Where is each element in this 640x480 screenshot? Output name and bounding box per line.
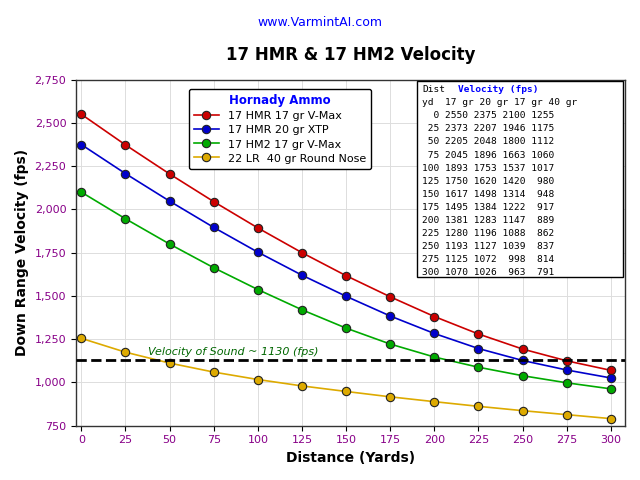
Text: 125 1750 1620 1420  980: 125 1750 1620 1420 980: [422, 177, 554, 186]
Text: 225 1280 1196 1088  862: 225 1280 1196 1088 862: [422, 229, 554, 238]
Bar: [417, 82, 623, 277]
X-axis label: Distance (Yards): Distance (Yards): [286, 451, 415, 465]
Text: Velocity (fps): Velocity (fps): [458, 85, 538, 95]
Text: 200 1381 1283 1147  889: 200 1381 1283 1147 889: [422, 216, 554, 225]
Text: 50 2205 2048 1800 1112: 50 2205 2048 1800 1112: [422, 137, 554, 146]
Text: 0 2550 2375 2100 1255: 0 2550 2375 2100 1255: [422, 111, 554, 120]
Text: 100 1893 1753 1537 1017: 100 1893 1753 1537 1017: [422, 164, 554, 173]
Y-axis label: Down Range Velocity (fps): Down Range Velocity (fps): [15, 149, 29, 356]
Text: 300 1070 1026  963  791: 300 1070 1026 963 791: [422, 268, 554, 277]
Legend: 17 HMR 17 gr V-Max, 17 HMR 20 gr XTP, 17 HM2 17 gr V-Max, 22 LR  40 gr Round Nos: 17 HMR 17 gr V-Max, 17 HMR 20 gr XTP, 17…: [189, 89, 371, 169]
Text: 275 1125 1072  998  814: 275 1125 1072 998 814: [422, 255, 554, 264]
Text: Dist: Dist: [422, 85, 445, 95]
Text: 25 2373 2207 1946 1175: 25 2373 2207 1946 1175: [422, 124, 554, 133]
Text: Velocity of Sound ~ 1130 (fps): Velocity of Sound ~ 1130 (fps): [148, 347, 319, 357]
Text: 175 1495 1384 1222  917: 175 1495 1384 1222 917: [422, 203, 554, 212]
Text: yd  17 gr 20 gr 17 gr 40 gr: yd 17 gr 20 gr 17 gr 40 gr: [422, 98, 577, 108]
Text: 75 2045 1896 1663 1060: 75 2045 1896 1663 1060: [422, 151, 554, 159]
Text: 150 1617 1498 1314  948: 150 1617 1498 1314 948: [422, 190, 554, 199]
Text: 250 1193 1127 1039  837: 250 1193 1127 1039 837: [422, 242, 554, 251]
Text: www.VarmintAI.com: www.VarmintAI.com: [257, 16, 383, 29]
Title: 17 HMR & 17 HM2 Velocity: 17 HMR & 17 HM2 Velocity: [226, 46, 476, 64]
